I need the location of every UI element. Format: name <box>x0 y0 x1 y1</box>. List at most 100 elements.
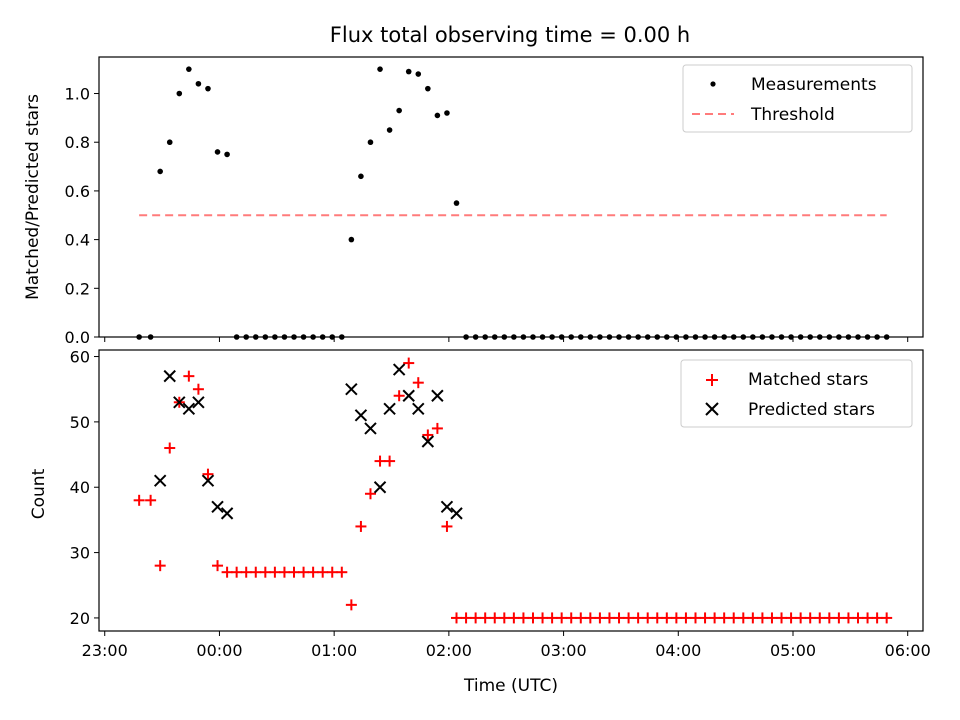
matched-star-point <box>384 455 396 467</box>
matched-star-point <box>221 566 233 578</box>
x-tick-label: 23:00 <box>82 641 128 660</box>
x-tick-label: 04:00 <box>655 641 701 660</box>
matched-star-point <box>422 429 434 441</box>
predicted-star-point <box>431 389 444 402</box>
matched-star-point <box>670 612 682 624</box>
predicted-star-point <box>440 500 454 514</box>
predicted-star-point <box>383 402 396 416</box>
measurement-point <box>386 127 393 133</box>
bottom-y-tick-label: 20 <box>70 609 90 628</box>
bottom-subplot: Count Time (UTC) 20 30 40 50 60 23:00 00:00 01:… <box>29 348 931 696</box>
matched-star-point <box>680 612 692 624</box>
top-y-tick-label: 0.2 <box>65 279 90 298</box>
matched-star-point <box>164 442 176 454</box>
matched-star-point <box>804 612 816 624</box>
predicted-star-point <box>402 389 415 402</box>
matched-star-point <box>584 612 596 624</box>
bottom-y-tick-label: 60 <box>70 348 90 367</box>
measurement-point <box>415 71 422 77</box>
measurement-point <box>358 173 364 180</box>
matched-star-point <box>823 612 835 624</box>
matched-star-point <box>881 612 893 624</box>
top-plot-area <box>136 66 890 340</box>
matched-star-point <box>470 612 482 624</box>
matched-star-point <box>288 566 300 578</box>
top-y-tick-label: 0.6 <box>65 182 90 201</box>
matched-star-point <box>441 520 453 532</box>
measurement-point <box>205 85 211 92</box>
matched-star-point <box>412 377 424 389</box>
x-tick-label: 01:00 <box>311 641 357 660</box>
matched-star-point <box>202 468 214 480</box>
matched-star-point <box>145 494 157 506</box>
measurement-point <box>444 110 450 116</box>
predicted-star-point <box>364 422 377 435</box>
matched-star-point <box>133 494 145 506</box>
measurement-point <box>166 139 173 146</box>
x-tick-label: 05:00 <box>770 641 816 660</box>
matched-star-point <box>517 612 529 624</box>
predicted-star-point <box>192 396 205 409</box>
predicted-star-point <box>450 507 463 520</box>
x-tick-label: 03:00 <box>541 641 587 660</box>
matched-star-point <box>603 612 615 624</box>
measurement-point <box>224 151 230 158</box>
bottom-y-tick-label: 50 <box>70 413 90 432</box>
matched-star-point <box>814 612 826 624</box>
matched-star-point <box>364 488 376 500</box>
predicted-star-point <box>182 402 196 416</box>
measurement-point <box>195 80 202 87</box>
measurement-point <box>377 66 383 72</box>
legend-predicted-label: Predicted stars <box>748 400 875 420</box>
measurement-point <box>176 90 183 97</box>
bottom-axes-frame <box>98 349 924 632</box>
predicted-star-point <box>392 363 406 376</box>
bottom-plot-area <box>133 357 893 624</box>
matched-star-point <box>613 612 625 624</box>
matched-star-point <box>326 566 338 578</box>
matched-star-point <box>642 612 654 624</box>
matched-star-point <box>575 612 587 624</box>
x-tick-label: 02:00 <box>426 641 472 660</box>
predicted-star-point <box>354 409 368 422</box>
matched-star-point <box>737 612 749 624</box>
matched-star-point <box>278 566 290 578</box>
matched-star-point <box>747 612 759 624</box>
top-y-tick-label: 0.8 <box>65 133 90 152</box>
x-axis-label: Time (UTC) <box>463 676 558 696</box>
matched-star-point <box>374 455 386 467</box>
measurement-point <box>367 139 374 146</box>
matched-star-point <box>699 612 711 624</box>
top-chart-title: Flux total observing time = 0.00 h <box>330 23 690 47</box>
legend-matched-label: Matched stars <box>748 370 868 390</box>
matched-star-point <box>451 612 463 624</box>
matched-star-point <box>479 612 491 624</box>
x-tick-label: 00:00 <box>196 641 242 660</box>
matched-star-point <box>259 566 271 578</box>
matched-star-point <box>871 612 883 624</box>
legend-measurements-label: Measurements <box>751 75 877 95</box>
predicted-star-point <box>412 402 425 416</box>
matched-star-point <box>154 560 166 572</box>
predicted-star-point <box>373 481 387 494</box>
legend-matched-marker <box>706 374 718 386</box>
matched-star-point <box>489 612 501 624</box>
matched-star-point <box>661 612 673 624</box>
matched-star-point <box>766 612 778 624</box>
matched-star-point <box>508 612 520 624</box>
matched-star-point <box>345 599 357 611</box>
matched-star-point <box>651 612 663 624</box>
top-y-tick-label: 0.0 <box>65 328 90 347</box>
bottom-legend-box <box>680 359 913 428</box>
matched-star-point <box>728 612 740 624</box>
measurement-point <box>157 168 163 175</box>
matched-star-point <box>632 612 644 624</box>
legend-predicted-marker <box>705 402 719 416</box>
bottom-y-axis-label: Count <box>29 468 49 519</box>
matched-star-point <box>240 566 252 578</box>
top-legend-box <box>682 64 913 133</box>
predicted-star-point <box>173 396 186 409</box>
measurement-point <box>186 66 192 72</box>
matched-star-point <box>498 612 510 624</box>
matched-star-point <box>852 612 864 624</box>
